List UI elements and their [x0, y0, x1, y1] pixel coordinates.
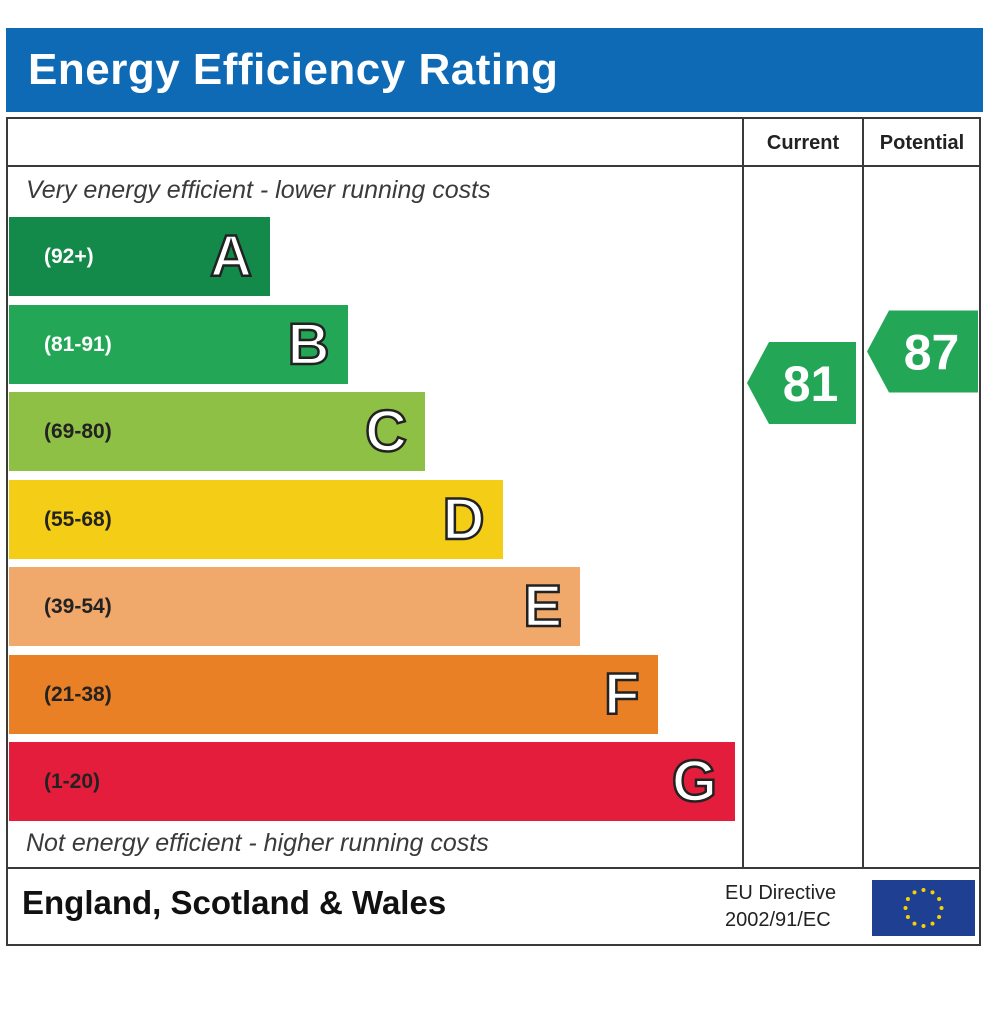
eu-star — [912, 921, 917, 926]
band-c-letter: C — [364, 398, 408, 466]
band-b-range: (81-91) — [44, 332, 112, 356]
band-f-range: (21-38) — [44, 682, 112, 706]
footer-row-divider — [8, 867, 981, 869]
band-g: (1-20) G — [9, 742, 735, 821]
top-caption: Very energy efficient - lower running co… — [26, 176, 491, 204]
eu-star — [937, 897, 942, 901]
eu-directive: EU Directive 2002/91/EC — [725, 880, 836, 934]
region-label: England, Scotland & Wales — [22, 884, 447, 921]
eu-star — [921, 888, 926, 892]
rating-frame — [6, 117, 981, 946]
band-e-letter: E — [522, 573, 563, 641]
band-f-letter: F — [603, 660, 641, 728]
eu-star — [939, 906, 944, 910]
band-c: (69-80) C — [9, 392, 425, 471]
band-a: (92+) A — [9, 217, 270, 296]
eu-star — [905, 915, 910, 919]
band-d: (55-68) D — [9, 479, 503, 559]
current-column-divider — [742, 119, 744, 868]
band-b: (81-91) B — [9, 304, 348, 384]
band-g-range: (1-20) — [44, 770, 101, 793]
band-c-range: (69-80) — [44, 420, 112, 443]
band-f: (21-38) F — [9, 654, 658, 734]
band-a-letter: A — [209, 223, 253, 291]
band-d-letter: D — [441, 485, 485, 553]
eu-star — [921, 924, 926, 928]
band-a-range: (92+) — [44, 245, 94, 268]
band-g-letter: G — [671, 748, 719, 816]
band-e: (39-54) E — [9, 567, 580, 646]
band-d-range: (55-68) — [44, 507, 112, 531]
current-column-header: Current — [766, 132, 840, 154]
chart-title: Energy Efficiency Rating — [28, 45, 559, 94]
eu-star — [912, 890, 917, 895]
potential-column-header: Potential — [879, 132, 965, 154]
eu-directive-line2: 2002/91/EC — [725, 909, 831, 931]
eu-star — [905, 897, 910, 901]
header-bar: Energy Efficiency Rating — [6, 28, 983, 112]
eu-directive-line1: EU Directive — [725, 882, 837, 904]
eu-star — [903, 906, 908, 910]
bottom-caption: Not energy efficient - higher running co… — [26, 829, 489, 857]
eu-star — [930, 890, 935, 895]
potential-column-divider — [862, 119, 864, 868]
eu-star — [930, 921, 935, 926]
eu-flag-icon — [872, 880, 975, 936]
band-b-letter: B — [286, 310, 330, 378]
band-e-range: (39-54) — [44, 595, 112, 618]
eu-star — [937, 915, 942, 919]
header-row-divider — [8, 165, 981, 167]
